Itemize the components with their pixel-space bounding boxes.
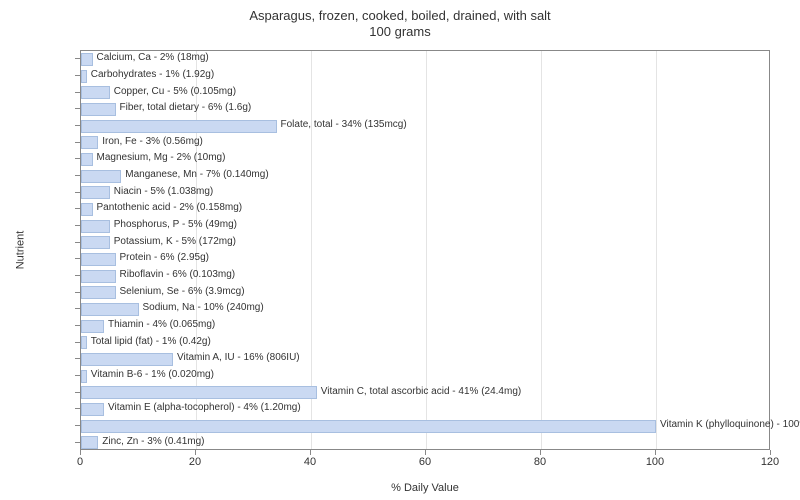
nutrient-bar-label: Protein - 6% (2.95g): [120, 252, 210, 263]
x-tick-mark: [655, 450, 656, 455]
nutrient-bar-label: Thiamin - 4% (0.065mg): [108, 319, 215, 330]
nutrient-bar: [81, 186, 110, 199]
x-tick-label: 60: [405, 456, 445, 468]
y-tick-mark: [75, 325, 80, 326]
x-tick-mark: [310, 450, 311, 455]
y-axis-label-wrap: Nutrient: [12, 50, 28, 450]
chart-title-line1: Asparagus, frozen, cooked, boiled, drain…: [0, 8, 800, 24]
nutrient-bar: [81, 420, 656, 433]
nutrient-bar: [81, 170, 121, 183]
nutrient-bar-label: Folate, total - 34% (135mcg): [281, 119, 407, 130]
nutrient-bar-label: Copper, Cu - 5% (0.105mg): [114, 86, 236, 97]
nutrient-bar-label: Phosphorus, P - 5% (49mg): [114, 219, 237, 230]
nutrient-bar-label: Potassium, K - 5% (172mg): [114, 236, 236, 247]
y-tick-mark: [75, 408, 80, 409]
y-tick-mark: [75, 225, 80, 226]
nutrient-bar: [81, 286, 116, 299]
nutrient-bar: [81, 386, 317, 399]
y-tick-mark: [75, 425, 80, 426]
nutrient-bar-label: Vitamin C, total ascorbic acid - 41% (24…: [321, 386, 521, 397]
nutrient-bar: [81, 236, 110, 249]
plot-area: Calcium, Ca - 2% (18mg) Carbohydrates - 1…: [80, 50, 770, 450]
y-tick-mark: [75, 358, 80, 359]
nutrient-bar: [81, 253, 116, 266]
y-tick-mark: [75, 192, 80, 193]
nutrient-bar: [81, 70, 87, 83]
x-tick-mark: [425, 450, 426, 455]
y-tick-mark: [75, 208, 80, 209]
nutrient-bar-label: Vitamin A, IU - 16% (806IU): [177, 352, 300, 363]
nutrient-bar: [81, 270, 116, 283]
gridline: [656, 51, 657, 449]
nutrient-bar: [81, 370, 87, 383]
y-tick-mark: [75, 242, 80, 243]
y-tick-mark: [75, 375, 80, 376]
y-tick-mark: [75, 258, 80, 259]
x-tick-mark: [80, 450, 81, 455]
nutrient-bar: [81, 136, 98, 149]
y-tick-mark: [75, 75, 80, 76]
y-tick-mark: [75, 142, 80, 143]
y-tick-mark: [75, 442, 80, 443]
y-tick-mark: [75, 58, 80, 59]
x-tick-label: 0: [60, 456, 100, 468]
nutrient-bar-label: Iron, Fe - 3% (0.56mg): [102, 136, 203, 147]
chart-title-line2: 100 grams: [0, 24, 800, 40]
x-tick-mark: [195, 450, 196, 455]
nutrient-bar: [81, 436, 98, 449]
nutrient-bar-label: Vitamin B-6 - 1% (0.020mg): [91, 369, 214, 380]
chart-title: Asparagus, frozen, cooked, boiled, drain…: [0, 8, 800, 41]
x-tick-label: 80: [520, 456, 560, 468]
nutrient-bar: [81, 53, 93, 66]
y-tick-mark: [75, 275, 80, 276]
y-tick-mark: [75, 125, 80, 126]
x-tick-label: 20: [175, 456, 215, 468]
nutrient-bar: [81, 353, 173, 366]
nutrient-bar: [81, 103, 116, 116]
nutrient-bar-label: Carbohydrates - 1% (1.92g): [91, 69, 214, 80]
nutrient-bar-label: Vitamin E (alpha-tocopherol) - 4% (1.20m…: [108, 402, 301, 413]
nutrient-bar-label: Niacin - 5% (1.038mg): [114, 186, 213, 197]
nutrient-bar: [81, 220, 110, 233]
nutrient-bar: [81, 336, 87, 349]
nutrient-bar: [81, 303, 139, 316]
x-tick-mark: [770, 450, 771, 455]
y-tick-mark: [75, 158, 80, 159]
nutrient-bar-label: Zinc, Zn - 3% (0.41mg): [102, 436, 204, 447]
y-axis-label: Nutrient: [14, 231, 26, 270]
nutrient-bar-label: Sodium, Na - 10% (240mg): [143, 302, 264, 313]
y-tick-mark: [75, 175, 80, 176]
nutrient-bar-label: Manganese, Mn - 7% (0.140mg): [125, 169, 268, 180]
x-tick-mark: [540, 450, 541, 455]
x-tick-label: 40: [290, 456, 330, 468]
x-tick-label: 100: [635, 456, 675, 468]
nutrient-bar-label: Pantothenic acid - 2% (0.158mg): [97, 202, 243, 213]
y-tick-mark: [75, 392, 80, 393]
nutrient-bar-label: Fiber, total dietary - 6% (1.6g): [120, 102, 252, 113]
nutrient-bar: [81, 203, 93, 216]
nutrient-bar-label: Magnesium, Mg - 2% (10mg): [97, 152, 226, 163]
x-tick-label: 120: [750, 456, 790, 468]
nutrient-bar-label: Vitamin K (phylloquinone) - 100% (80.0mc…: [660, 419, 800, 430]
gridline: [541, 51, 542, 449]
nutrient-bar-label: Total lipid (fat) - 1% (0.42g): [91, 336, 211, 347]
nutrient-bar-label: Riboflavin - 6% (0.103mg): [120, 269, 236, 280]
nutrient-bar: [81, 86, 110, 99]
y-tick-mark: [75, 92, 80, 93]
x-axis-label: % Daily Value: [80, 482, 770, 494]
nutrient-bar: [81, 320, 104, 333]
y-tick-mark: [75, 108, 80, 109]
y-tick-mark: [75, 292, 80, 293]
y-tick-mark: [75, 308, 80, 309]
nutrient-bar-label: Selenium, Se - 6% (3.9mcg): [120, 286, 245, 297]
nutrient-bar: [81, 120, 277, 133]
y-tick-mark: [75, 342, 80, 343]
nutrient-bar-label: Calcium, Ca - 2% (18mg): [97, 52, 209, 63]
nutrition-chart: Asparagus, frozen, cooked, boiled, drain…: [0, 0, 800, 500]
nutrient-bar: [81, 403, 104, 416]
nutrient-bar: [81, 153, 93, 166]
